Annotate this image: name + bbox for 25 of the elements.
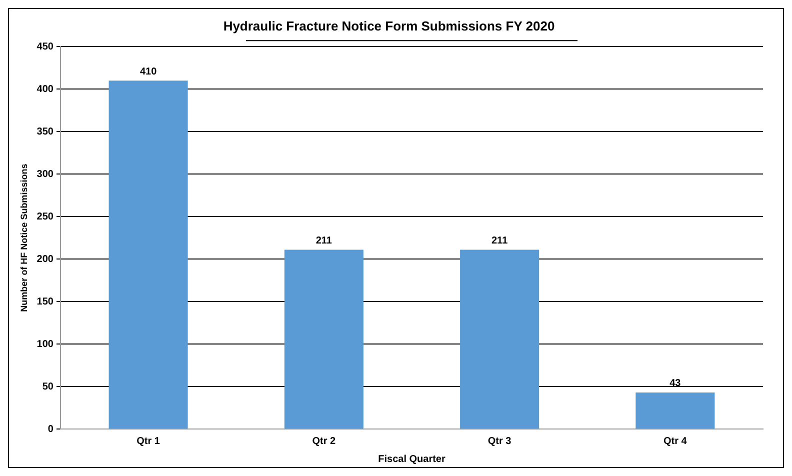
y-tick-label: 300 — [36, 168, 54, 180]
x-tick-label: Qtr 2 — [312, 436, 336, 447]
y-tick-label: 100 — [36, 338, 54, 350]
y-tick-label: 50 — [42, 381, 54, 392]
x-tick-label: Qtr 4 — [664, 436, 688, 447]
bar — [284, 250, 364, 428]
bar — [636, 392, 715, 428]
data-label: 410 — [140, 66, 158, 78]
y-tick-label: 450 — [36, 41, 54, 52]
y-tick-label: 150 — [36, 296, 54, 308]
x-tick-label: Qtr 1 — [136, 436, 160, 447]
x-tick-label: Qtr 3 — [488, 436, 512, 447]
bar — [460, 250, 540, 428]
data-label: 211 — [316, 235, 332, 246]
bar — [108, 80, 188, 428]
y-tick-label: 250 — [36, 211, 54, 222]
y-tick-label: 400 — [36, 84, 54, 95]
y-axis-title: Number of HF Notice Submissions — [18, 164, 29, 312]
data-label: 43 — [670, 378, 682, 390]
y-tick-label: 350 — [36, 126, 54, 138]
y-tick-label: 200 — [36, 254, 54, 265]
chart-title: Hydraulic Fracture Notice Form Submissions FY 2020 — [223, 18, 555, 34]
y-tick-label: 0 — [48, 424, 54, 435]
x-axis-title: Fiscal Quarter — [378, 454, 446, 465]
data-label: 211 — [491, 235, 508, 246]
